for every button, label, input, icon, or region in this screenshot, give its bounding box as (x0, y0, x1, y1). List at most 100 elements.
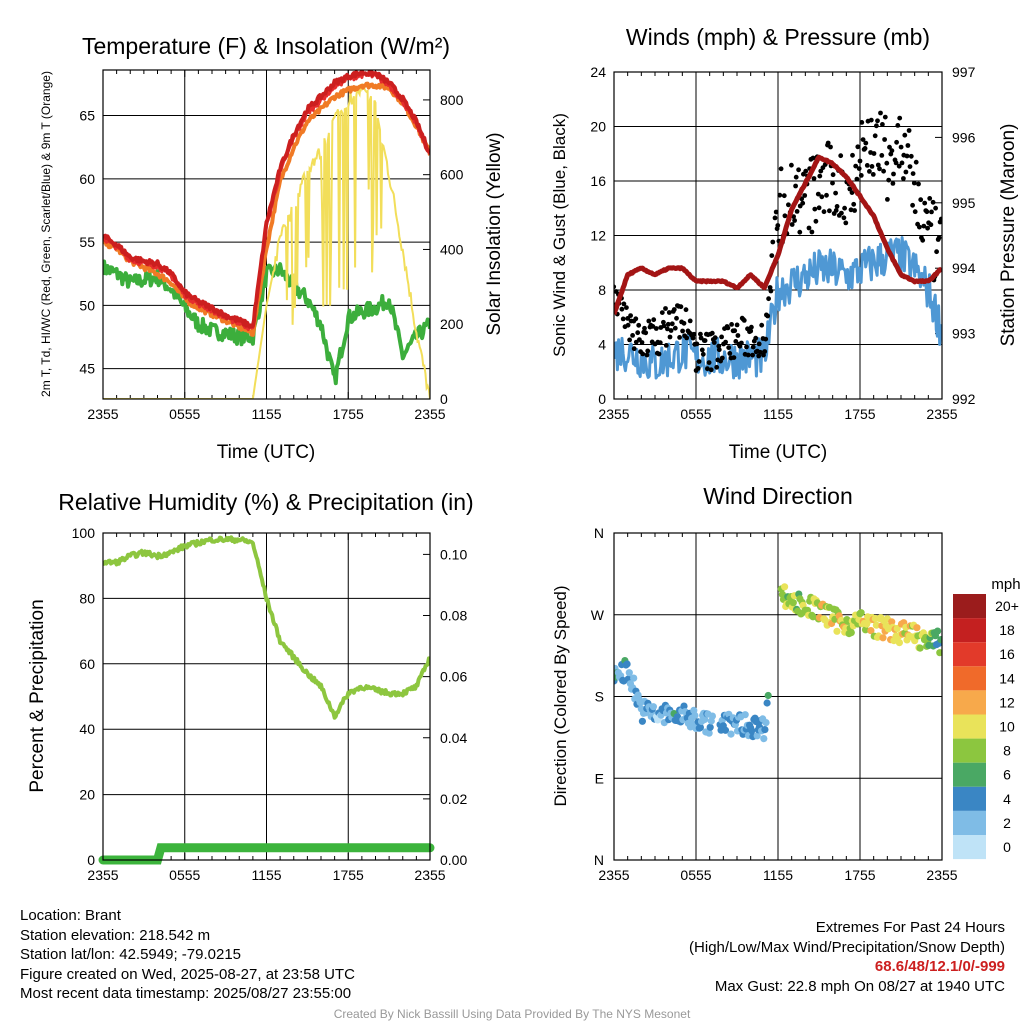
gust-point (912, 209, 918, 215)
gust-point (708, 367, 714, 373)
colorbar-swatch (953, 810, 986, 835)
y-tick-label: 60 (79, 171, 95, 187)
gust-point (786, 202, 791, 208)
gust-point (657, 340, 663, 346)
direction-point (649, 703, 658, 711)
x-axis-label-temperature: Time (UTC) (217, 442, 316, 463)
gust-point (899, 160, 905, 166)
gust-point (933, 205, 938, 211)
y2-axis-label-insolation: Solar Insolation (Yellow) (484, 132, 505, 335)
colorbar-swatch (953, 690, 986, 715)
gust-point (853, 163, 859, 169)
gust-point (695, 366, 701, 371)
figure-created: Figure created on Wed, 2025-08-27, at 23… (20, 965, 355, 983)
gust-point (639, 340, 645, 345)
series-group (614, 110, 942, 380)
gust-point (716, 343, 722, 349)
gust-point (809, 229, 815, 235)
gust-point (901, 176, 906, 181)
gust-point (666, 310, 672, 315)
y-tick-label: 100 (72, 525, 96, 541)
station-info: Location: Brant Station elevation: 218.5… (20, 906, 355, 1004)
station-location: Location: Brant (20, 907, 121, 924)
gust-point (847, 186, 853, 192)
y2-tick-label: 0 (440, 391, 448, 407)
gust-point (633, 316, 639, 322)
humidity-line (103, 535, 430, 720)
gust-point (690, 335, 696, 341)
gust-point (716, 347, 722, 353)
gust-point (753, 335, 759, 341)
gust-point (922, 200, 928, 206)
insolation-line (103, 82, 430, 399)
gust-point (907, 164, 913, 170)
gust-point (896, 163, 902, 169)
gust-point (699, 347, 705, 353)
x-tick-label: 0555 (169, 406, 200, 422)
gust-point (930, 199, 936, 205)
gust-point (750, 352, 755, 358)
y-tick-label: 24 (590, 64, 606, 80)
gust-point (725, 325, 731, 331)
gust-point (882, 114, 888, 120)
direction-point (789, 599, 797, 607)
direction-point (936, 649, 942, 657)
gust-point (732, 328, 738, 334)
gust-point (880, 122, 885, 127)
gust-point (661, 323, 667, 329)
gust-point (859, 120, 865, 125)
direction-point (748, 727, 756, 735)
pressure-line (614, 154, 942, 315)
gust-point (706, 360, 712, 365)
y2-tick-label: 997 (952, 64, 976, 80)
direction-point (888, 618, 896, 626)
gust-point (694, 341, 700, 347)
x-tick-label: 2355 (414, 867, 445, 883)
gust-point (855, 144, 861, 150)
y-tick-label: N (594, 852, 604, 868)
gust-point (661, 319, 666, 325)
gust-point (830, 172, 836, 178)
gust-point (712, 335, 718, 341)
gust-point (636, 322, 642, 328)
direction-point (895, 639, 904, 647)
gust-point (898, 144, 904, 150)
gust-point (727, 351, 733, 356)
gust-point (842, 205, 847, 211)
y-tick-label: 20 (590, 119, 606, 135)
gust-point (702, 338, 708, 343)
gust-point (867, 169, 872, 174)
gust-point (748, 328, 754, 334)
gust-point (882, 137, 887, 142)
direction-point (913, 624, 921, 632)
chart-title-temperature: Temperature (F) & Insolation (W/m²) (82, 33, 450, 59)
y2-tick-label: 0.02 (440, 791, 467, 807)
gust-point (789, 222, 795, 227)
x-tick-label: 2355 (598, 406, 629, 422)
direction-point (867, 627, 875, 635)
wind-direction-panel: Wind Direction Direction (Colored By Spe… (551, 483, 1021, 883)
extremes-info: Extremes For Past 24 Hours (High/Low/Max… (689, 918, 1005, 996)
gust-point (889, 148, 895, 154)
gust-point (719, 355, 725, 361)
gust-point (763, 336, 769, 342)
gust-point (824, 192, 829, 198)
direction-point (680, 702, 688, 710)
gust-point (698, 331, 703, 337)
gust-point (839, 210, 844, 216)
gust-point (885, 197, 890, 202)
colorbar-swatch (953, 594, 986, 619)
extremes-subtitle: (High/Low/Max Wind/Precipitation/Snow De… (689, 938, 1005, 956)
gust-point (921, 223, 927, 229)
direction-point (623, 660, 631, 668)
gust-point (905, 143, 911, 148)
gust-point (881, 168, 886, 174)
y-tick-label: 8 (598, 282, 606, 298)
gust-point (773, 209, 779, 215)
gust-point (920, 237, 926, 243)
gust-point (625, 322, 631, 328)
gust-point (683, 307, 689, 313)
gust-point (663, 306, 668, 311)
gust-point (631, 346, 637, 352)
